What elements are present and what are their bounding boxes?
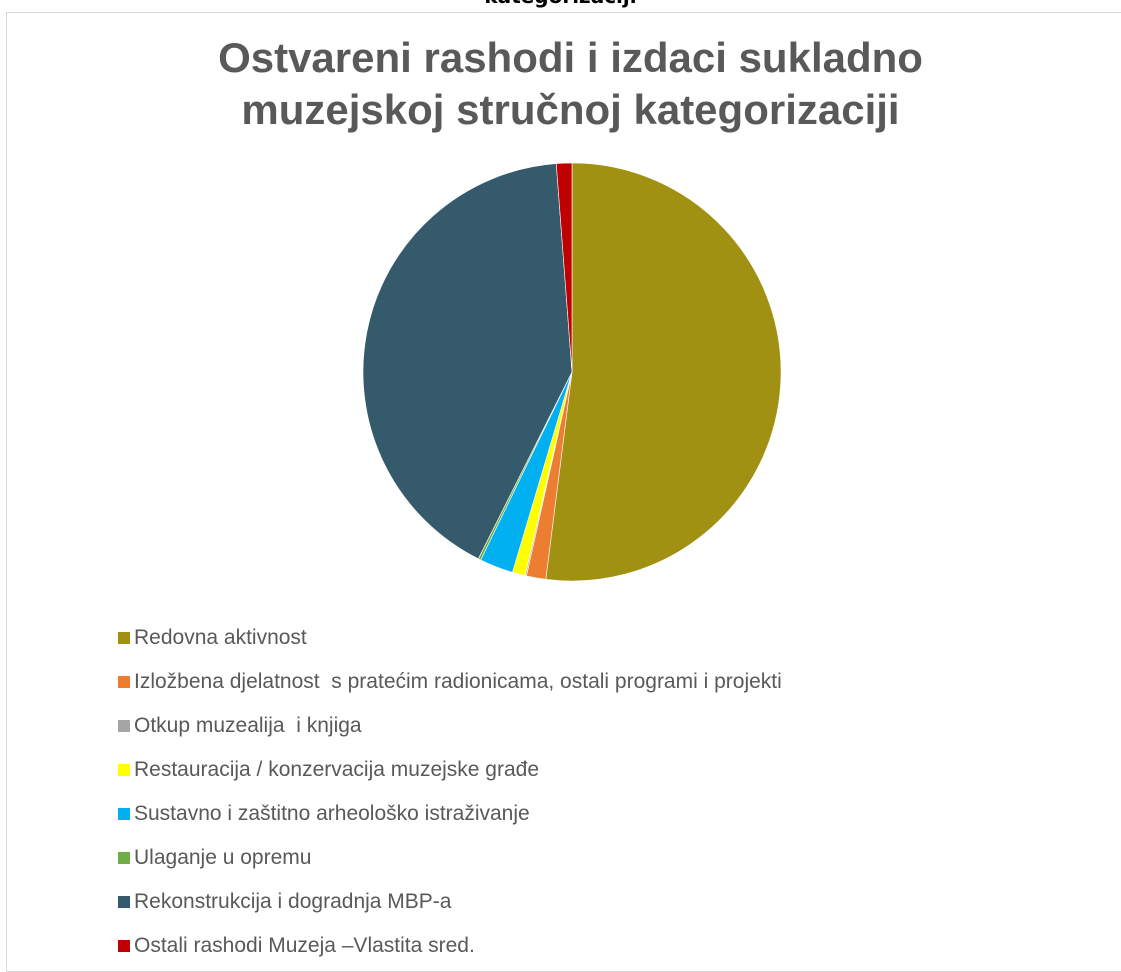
legend-swatch <box>118 764 130 776</box>
legend-item: Redovna aktivnost <box>118 616 782 660</box>
chart-title: Ostvareni rashodi i izdaci sukladno muze… <box>0 32 1121 136</box>
legend-item: Rekonstrukcija i dogradnja MBP-a <box>118 880 782 924</box>
legend-swatch <box>118 896 130 908</box>
legend-label: Restauracija / konzervacija muzejske gra… <box>134 758 540 781</box>
legend-swatch <box>118 852 130 864</box>
legend-label: Ulaganje u opremu <box>134 846 312 869</box>
legend-swatch <box>118 676 130 688</box>
legend-item: Izložbena djelatnost s pratećim radionic… <box>118 660 782 704</box>
legend-label: Rekonstrukcija i dogradnja MBP-a <box>134 890 452 913</box>
legend-item: Otkup muzealija i knjiga <box>118 704 782 748</box>
chart-title-line-1: Ostvareni rashodi i izdaci sukladno <box>218 34 923 81</box>
pie-slice-8 <box>555 162 573 373</box>
legend-swatch <box>118 720 130 732</box>
pie-slice-1 <box>545 162 782 582</box>
legend-item: Ostali rashodi Muzeja –Vlastita sred. <box>118 924 782 968</box>
legend-swatch <box>118 940 130 952</box>
pie-slice-7 <box>362 163 573 560</box>
legend-item: Ulaganje u opremu <box>118 836 782 880</box>
legend-label: Otkup muzealija i knjiga <box>134 714 362 737</box>
legend-label: Izložbena djelatnost s pratećim radionic… <box>134 670 782 693</box>
legend-item: Sustavno i zaštitno arheološko istraživa… <box>118 792 782 836</box>
chart-legend: Redovna aktivnost Izložbena djelatnost s … <box>118 616 782 968</box>
legend-label: Redovna aktivnost <box>134 626 307 649</box>
legend-item: Restauracija / konzervacija muzejske gra… <box>118 748 782 792</box>
legend-swatch <box>118 808 130 820</box>
legend-swatch <box>118 632 130 644</box>
legend-label: Ostali rashodi Muzeja –Vlastita sred. <box>134 934 475 957</box>
pie-slices <box>362 162 782 582</box>
chart-title-line-2: muzejskoj stručnoj kategorizaciji <box>241 86 900 133</box>
cut-off-heading: kategorizaciji <box>0 0 1121 8</box>
legend-label: Sustavno i zaštitno arheološko istraživa… <box>134 802 530 825</box>
